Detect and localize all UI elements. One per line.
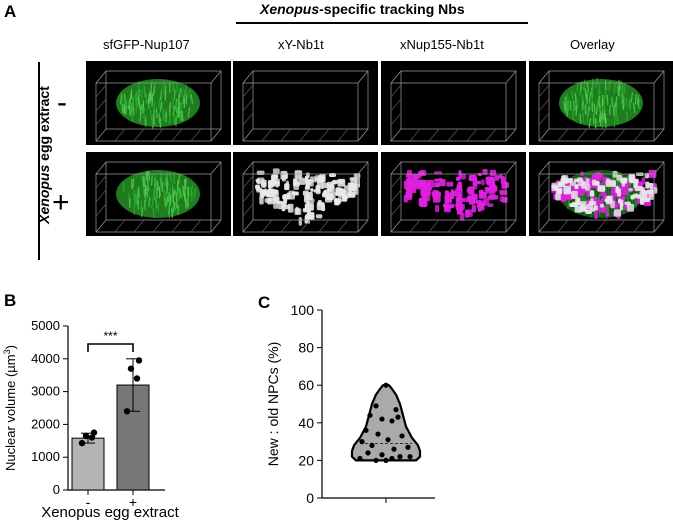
data-point (88, 434, 96, 441)
white-npc-signal (255, 168, 361, 226)
data-point (379, 416, 385, 422)
magenta-npc-signal (403, 168, 510, 221)
y-tick-label: 0 (53, 482, 60, 497)
white-npc-signal (551, 170, 658, 217)
x-axis-label: Xenopus egg extract (41, 504, 179, 521)
chart-b: 0 1000 2000 3000 4000 5000 Nuclear volume (µm3… (2, 318, 180, 521)
tile-minus-xy (233, 61, 378, 145)
data-point (389, 418, 395, 424)
column-header-overlay: Overlay (570, 37, 615, 52)
data-point (383, 457, 389, 463)
data-point (383, 382, 389, 388)
tile-plus-overlay (529, 152, 673, 236)
bounding-box (95, 161, 222, 233)
data-point (389, 455, 395, 462)
x-tick-label: + (129, 494, 137, 510)
tracking-nbs-header-line (236, 22, 528, 24)
panel-b-letter: B (4, 291, 17, 310)
data-point (395, 414, 401, 420)
tile-plus-sfgfp (86, 152, 231, 236)
data-point (123, 408, 131, 415)
tile-image (242, 161, 369, 233)
y-tick-label: 1000 (31, 449, 60, 464)
tile-minus-xnup155 (381, 61, 526, 145)
y-tick-label: 80 (298, 340, 314, 356)
y-axis-label: Nuclear volume (µm3) (2, 345, 18, 471)
y-tick-label: 4000 (31, 351, 60, 366)
significance-bracket (87, 343, 134, 352)
violin-body (350, 384, 422, 462)
y-tick-label: 5000 (31, 318, 60, 333)
panel-a-letter: A (4, 2, 17, 21)
y-tick-label: 100 (291, 302, 315, 318)
bar (71, 437, 105, 491)
data-point (367, 412, 373, 418)
data-point (405, 444, 411, 450)
data-point (369, 442, 375, 448)
y-tick-label: 0 (306, 490, 314, 506)
bounding-box (538, 161, 665, 233)
data-point (90, 429, 98, 436)
bounding-box (390, 161, 517, 233)
data-point (133, 375, 141, 382)
bounding-box (538, 70, 665, 142)
data-point (373, 457, 379, 463)
data-point (375, 431, 381, 437)
y-tick-label: 20 (298, 452, 314, 468)
panel-c-letter: C (258, 293, 271, 312)
bounding-box (242, 70, 369, 142)
y-tick-label: 40 (298, 415, 314, 431)
tile-image (95, 70, 222, 142)
chart-c: 0 20 40 60 80 100 New : old NPCs (%) (265, 302, 435, 506)
tile-image (538, 161, 665, 233)
bounding-box (242, 161, 369, 233)
tile-plus-xy (233, 152, 378, 236)
tile-image (390, 70, 517, 142)
bounding-box (95, 70, 222, 142)
tracking-nbs-header-rest: -specific tracking Nbs (319, 1, 465, 17)
row-sign-minus: - (57, 86, 67, 119)
bounding-box (390, 70, 517, 142)
data-point (127, 365, 135, 372)
y-tick-label: 2000 (31, 416, 60, 431)
tile-image (242, 70, 369, 142)
data-point (82, 432, 90, 440)
data-point (391, 446, 397, 452)
data-point (407, 454, 413, 460)
data-point (379, 452, 385, 458)
data-point (373, 403, 379, 409)
tile-plus-xnup155 (381, 152, 526, 236)
row-sign-plus: + (52, 186, 70, 219)
column-header-xy: xY-Nb1t (278, 37, 324, 52)
data-point (357, 455, 363, 462)
green-nucleus-signal (116, 170, 200, 219)
tracking-nbs-header-italic: Xenopus (260, 1, 320, 17)
data-point (399, 433, 405, 439)
data-point (135, 357, 143, 364)
data-point (363, 427, 369, 433)
green-nucleus-signal (116, 79, 200, 129)
significance-label: *** (103, 329, 117, 343)
data-point (365, 450, 371, 456)
green-nucleus-signal (559, 77, 643, 129)
data-point (393, 407, 399, 413)
data-point (78, 439, 86, 447)
column-header-sfgfp: sfGFP-Nup107 (103, 37, 190, 52)
y-tick-label: 3000 (31, 384, 60, 399)
column-header-xnup155: xNup155-Nb1t (400, 37, 484, 52)
tile-image (538, 70, 665, 142)
y-tick-label: 60 (298, 377, 314, 393)
tile-image (95, 161, 222, 233)
data-point (385, 437, 391, 443)
data-point (397, 454, 403, 460)
tile-minus-overlay (529, 61, 673, 145)
tracking-nbs-header: Xenopus-specific tracking Nbs (260, 1, 465, 17)
tile-image (390, 161, 517, 233)
row-axis-line (38, 62, 40, 260)
tile-minus-sfgfp (86, 61, 231, 145)
data-point (359, 439, 365, 445)
x-tick-label: - (86, 494, 91, 510)
y-axis-label: New : old NPCs (%) (265, 342, 281, 466)
